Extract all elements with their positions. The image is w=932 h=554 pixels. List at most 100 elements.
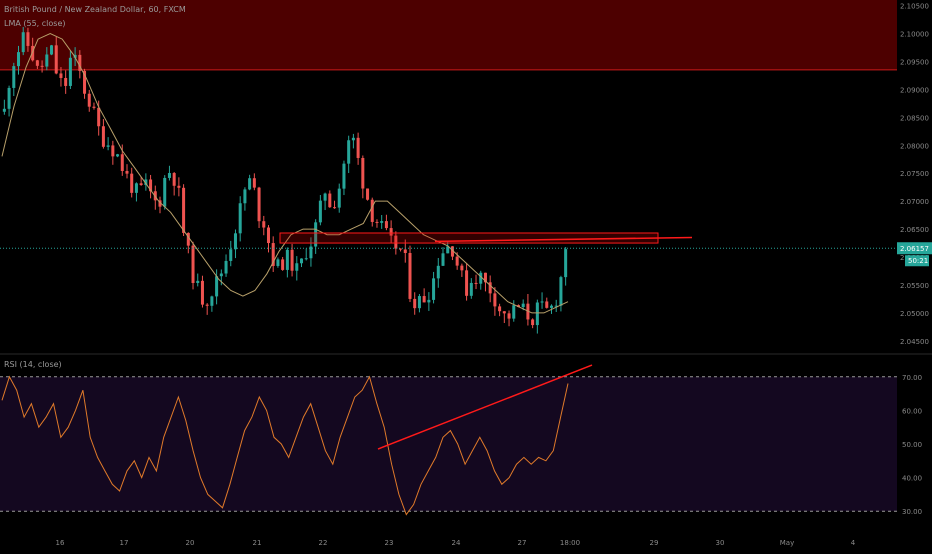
candle-body [422, 296, 426, 303]
candle-body [554, 305, 558, 307]
candle-body [205, 304, 209, 306]
candle-body [488, 282, 492, 294]
price-axis-tick: 2.06500 [900, 226, 929, 234]
candle-body [516, 305, 520, 308]
price-axis-tick: 2.10000 [900, 31, 929, 39]
candle-body [417, 296, 421, 309]
candle-body [73, 54, 77, 58]
candle-body [40, 65, 44, 67]
candle-body [318, 200, 322, 223]
candle-body [337, 188, 341, 208]
candle-body [531, 319, 535, 326]
candle-body [149, 179, 153, 192]
candle-body [125, 171, 129, 174]
x-axis-tick: 30 [716, 539, 725, 547]
candle-body [290, 249, 294, 271]
rsi-axis-tick: 40.00 [902, 475, 922, 483]
price-axis-tick: 2.09000 [900, 86, 929, 94]
lma-legend: LMA (55, close) [4, 19, 66, 28]
candle-body [540, 301, 544, 303]
candle-body [266, 227, 271, 244]
candle-body [31, 45, 35, 61]
candle-body [26, 32, 30, 46]
candle-body [219, 273, 223, 277]
x-axis-tick: 18:00 [560, 539, 580, 547]
candle-body [450, 246, 454, 257]
candle-body [370, 199, 374, 222]
candle-body [460, 265, 464, 271]
rsi-legend: RSI (14, close) [4, 360, 62, 369]
candle-body [271, 243, 275, 266]
candle-body [427, 299, 431, 303]
candle-body [92, 106, 96, 108]
x-axis-tick: 29 [650, 539, 659, 547]
candle-body [257, 187, 261, 222]
x-axis-tick: 17 [120, 539, 129, 547]
candle-body [432, 278, 436, 300]
candle-body [441, 253, 445, 266]
candle-body [120, 154, 124, 172]
candle-body [408, 252, 412, 299]
candle-body [436, 265, 440, 279]
candle-body [12, 66, 16, 88]
countdown-value: 50:21 [908, 257, 928, 265]
price-axis-tick: 2.04500 [900, 338, 929, 346]
rsi-axis-tick: 60.00 [902, 407, 922, 415]
candle-body [200, 280, 204, 305]
candle-body [403, 249, 407, 253]
resistance-zone [0, 0, 897, 70]
candle-body [116, 154, 120, 157]
price-axis-tick: 2.10500 [900, 3, 929, 11]
candle-body [210, 296, 214, 306]
candle-body [233, 233, 237, 250]
candle-body [35, 60, 39, 66]
candle-body [229, 249, 233, 261]
candle-body [483, 272, 487, 283]
candle-body [276, 259, 280, 266]
candle-body [323, 193, 327, 201]
candle-body [106, 145, 110, 147]
candle-body [224, 260, 228, 274]
x-axis-tick: 27 [518, 539, 527, 547]
candle-body [64, 77, 68, 86]
candle-body [361, 157, 365, 189]
candle-body [238, 203, 242, 234]
candle-body [446, 246, 450, 254]
candle-body [134, 183, 138, 193]
resistance-trendline [434, 236, 693, 243]
candle-body [172, 173, 176, 186]
candle-body [502, 311, 506, 314]
symbol-title: British Pound / New Zealand Dollar, 60, … [4, 5, 186, 14]
candle-body [68, 57, 72, 86]
candle-body [215, 276, 219, 297]
candle-body [465, 270, 469, 296]
candle-body [252, 178, 256, 188]
candle-body [366, 188, 370, 200]
candle-body [7, 87, 11, 109]
candle-body [21, 32, 25, 53]
x-axis-tick: 22 [319, 539, 328, 547]
candle-body [413, 298, 417, 309]
candle-body [186, 232, 190, 246]
candle-body [314, 222, 318, 247]
candle-body [59, 73, 63, 78]
candle-body [389, 228, 393, 236]
candle-body [347, 140, 351, 164]
candle-body [356, 137, 360, 158]
candle-body [479, 272, 483, 284]
candle-body [328, 193, 332, 208]
candle-body [469, 282, 473, 296]
price-axis-tick: 2.08500 [900, 114, 929, 122]
price-axis-tick: 2.09500 [900, 58, 929, 66]
candle-body [97, 107, 101, 127]
rsi-trendline [377, 364, 593, 450]
candle-body [521, 303, 525, 308]
candle-body [342, 163, 346, 189]
x-axis-tick: 4 [851, 539, 856, 547]
price-axis-tick: 2.08000 [900, 142, 929, 150]
candle-body [243, 189, 247, 204]
x-axis-tick: 20 [186, 539, 195, 547]
candle-body [474, 282, 478, 284]
candle-body [384, 221, 388, 229]
rsi-axis-tick: 30.00 [902, 508, 922, 516]
